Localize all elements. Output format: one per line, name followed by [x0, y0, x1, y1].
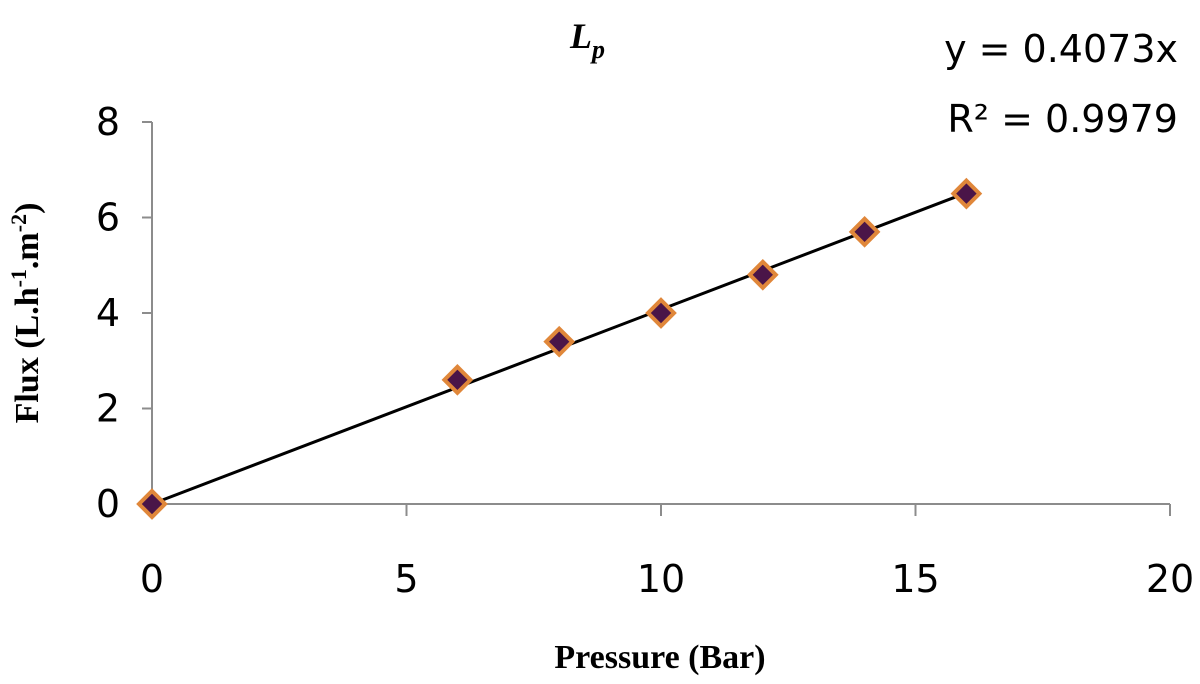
y-axis-title-sup-1: -1: [6, 269, 31, 287]
x-tick-label: 15: [891, 557, 939, 601]
data-point-diamond: [136, 488, 168, 520]
data-point-diamond: [645, 297, 677, 329]
trendline-equation: y = 0.4073x: [944, 27, 1178, 71]
y-tick-label: 6: [96, 196, 120, 240]
data-points-layer: [136, 177, 983, 520]
y-tick-label: 0: [96, 482, 120, 526]
data-point-diamond: [441, 364, 474, 396]
chart-title-main: L: [569, 16, 592, 56]
y-axis-title: Flux (L.h-1.m-2): [6, 203, 46, 424]
y-axis-title-sup-2: -2: [6, 214, 31, 232]
data-point-diamond: [746, 258, 779, 291]
x-axis-title: Pressure (Bar): [554, 639, 765, 676]
y-axis-title-part-2: .m: [9, 232, 46, 269]
trendline-r-squared: R² = 0.9979: [947, 97, 1178, 141]
chart-title: Lp: [569, 16, 605, 64]
x-ticks: 0 5 10 15 20: [140, 504, 1194, 601]
x-tick-label: 0: [140, 557, 164, 601]
y-tick-label: 4: [96, 291, 120, 335]
x-tick-label: 20: [1146, 557, 1194, 601]
data-point-diamond: [950, 177, 983, 210]
data-point-diamond: [543, 325, 576, 358]
x-tick-label: 5: [394, 557, 418, 601]
x-tick-label: 10: [637, 557, 685, 601]
y-ticks: 0 2 4 6 8: [96, 100, 152, 526]
y-axis-title-part-3: ): [9, 203, 46, 214]
y-tick-label: 2: [96, 387, 120, 431]
y-tick-label: 8: [96, 100, 120, 144]
data-point-diamond: [848, 215, 881, 248]
y-axis-title-part-1: Flux (L.h: [9, 287, 46, 423]
chart-title-subscript: p: [590, 35, 605, 64]
